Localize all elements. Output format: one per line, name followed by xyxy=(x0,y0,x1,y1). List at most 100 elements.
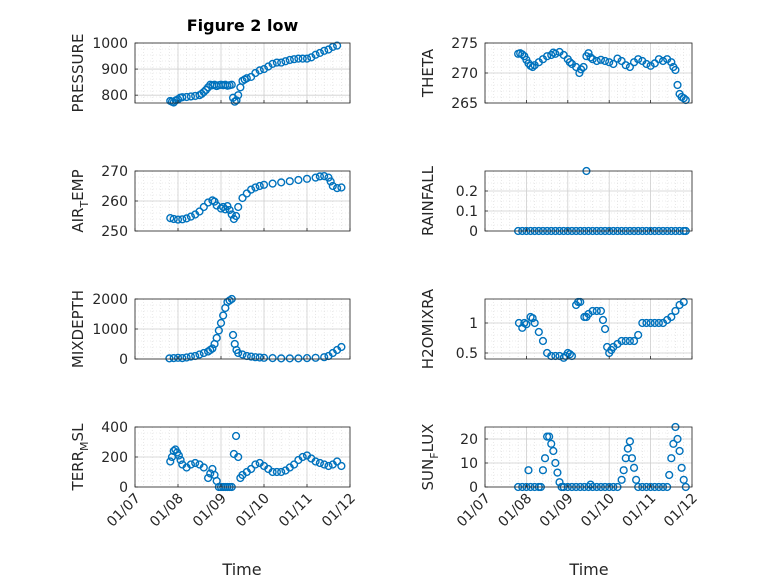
data-point xyxy=(176,455,185,465)
x-tick-label: 01/07 xyxy=(104,491,144,531)
data-point xyxy=(285,354,294,363)
data-point xyxy=(324,45,333,54)
subplot-1: 800 900 1000 PRESSURE Figure 2 low xyxy=(69,16,351,112)
data-point xyxy=(166,457,175,466)
data-point xyxy=(219,202,228,212)
data-point xyxy=(538,466,548,475)
data-point xyxy=(679,94,688,103)
data-point xyxy=(627,454,637,463)
y-tick-label: 0 xyxy=(469,224,478,240)
y-tick-label: 270 xyxy=(101,164,128,180)
y-tick-label: 900 xyxy=(101,62,128,78)
y-tick-label: 0.5 xyxy=(456,346,478,362)
data-point xyxy=(277,354,286,363)
axes-box xyxy=(484,298,693,360)
x-tick-label: 01/11 xyxy=(620,491,660,531)
data-point xyxy=(186,212,196,221)
data-point xyxy=(315,48,325,58)
data-point xyxy=(255,181,264,191)
data-point xyxy=(232,96,241,105)
data-point xyxy=(186,92,196,101)
data-point xyxy=(268,59,277,68)
data-point xyxy=(565,58,574,67)
data-point xyxy=(227,80,236,89)
data-point xyxy=(654,55,663,64)
data-point xyxy=(230,97,239,106)
data-point xyxy=(231,431,241,441)
data-point xyxy=(555,478,564,487)
data-point xyxy=(671,306,680,316)
x-tick-label: 01/09 xyxy=(537,491,577,531)
data-point xyxy=(665,470,674,480)
data-point xyxy=(234,91,243,100)
data-point xyxy=(178,93,187,102)
data-point xyxy=(625,437,635,446)
data-point xyxy=(259,180,269,189)
data-point xyxy=(186,460,196,469)
data-point xyxy=(545,432,554,441)
data-point xyxy=(219,311,228,320)
data-point xyxy=(617,56,626,66)
data-point xyxy=(182,353,191,362)
data-point xyxy=(311,50,320,59)
data-point xyxy=(547,439,556,448)
y-axis-label: MIXDEPTH xyxy=(69,290,87,368)
x-tick-label: 01/12 xyxy=(661,491,701,531)
data-point xyxy=(596,55,606,64)
data-point xyxy=(169,214,178,224)
data-point xyxy=(586,53,595,62)
data-point xyxy=(199,87,208,97)
data-point xyxy=(634,330,643,340)
y-tick-label: 10 xyxy=(460,456,478,472)
data-point xyxy=(320,353,329,362)
data-point xyxy=(617,336,626,346)
data-point xyxy=(285,55,294,65)
data-point xyxy=(551,458,560,468)
data-point xyxy=(600,56,610,66)
data-point xyxy=(195,207,204,216)
x-tick-label: 01/11 xyxy=(276,491,316,531)
data-point xyxy=(315,458,325,468)
data-point xyxy=(182,214,191,223)
data-point xyxy=(642,318,651,328)
y-tick-label: 2000 xyxy=(92,292,128,308)
data-point xyxy=(214,326,223,335)
data-point xyxy=(277,178,286,187)
x-tick-label: 01/10 xyxy=(578,491,618,531)
data-point xyxy=(251,68,260,78)
data-point xyxy=(247,352,256,361)
y-tick-label: 200 xyxy=(101,450,128,466)
data-point xyxy=(255,353,264,362)
data-point xyxy=(605,58,614,67)
data-point xyxy=(315,172,325,181)
data-point xyxy=(247,464,256,474)
data-point xyxy=(268,179,277,188)
data-point xyxy=(320,46,329,55)
data-point xyxy=(658,56,668,66)
x-tick-label: 01/09 xyxy=(190,491,230,531)
data-point xyxy=(538,336,548,346)
data-point xyxy=(629,463,639,472)
data-point xyxy=(206,469,215,478)
data-point xyxy=(178,354,187,363)
data-point xyxy=(251,353,260,362)
data-point xyxy=(542,52,552,61)
data-point xyxy=(268,354,277,363)
y-tick-label: 270 xyxy=(451,66,478,82)
data-point xyxy=(212,333,221,343)
data-point xyxy=(242,74,251,83)
data-point xyxy=(191,458,200,468)
x-tick-label: 01/08 xyxy=(495,491,535,531)
y-tick-label: 800 xyxy=(101,88,128,104)
data-point xyxy=(285,177,294,186)
data-point xyxy=(534,327,543,337)
y-axis-label: SUNFLUX xyxy=(419,424,441,491)
data-point xyxy=(234,452,243,462)
subplot-8: 0 10 20 01/07 01/08 01/09 01/10 01/11 01/12 SUNFL… xyxy=(419,422,701,531)
data-point xyxy=(565,350,574,359)
data-point xyxy=(588,55,597,64)
data-point xyxy=(669,439,678,448)
data-point xyxy=(337,183,346,192)
data-point xyxy=(621,61,630,70)
